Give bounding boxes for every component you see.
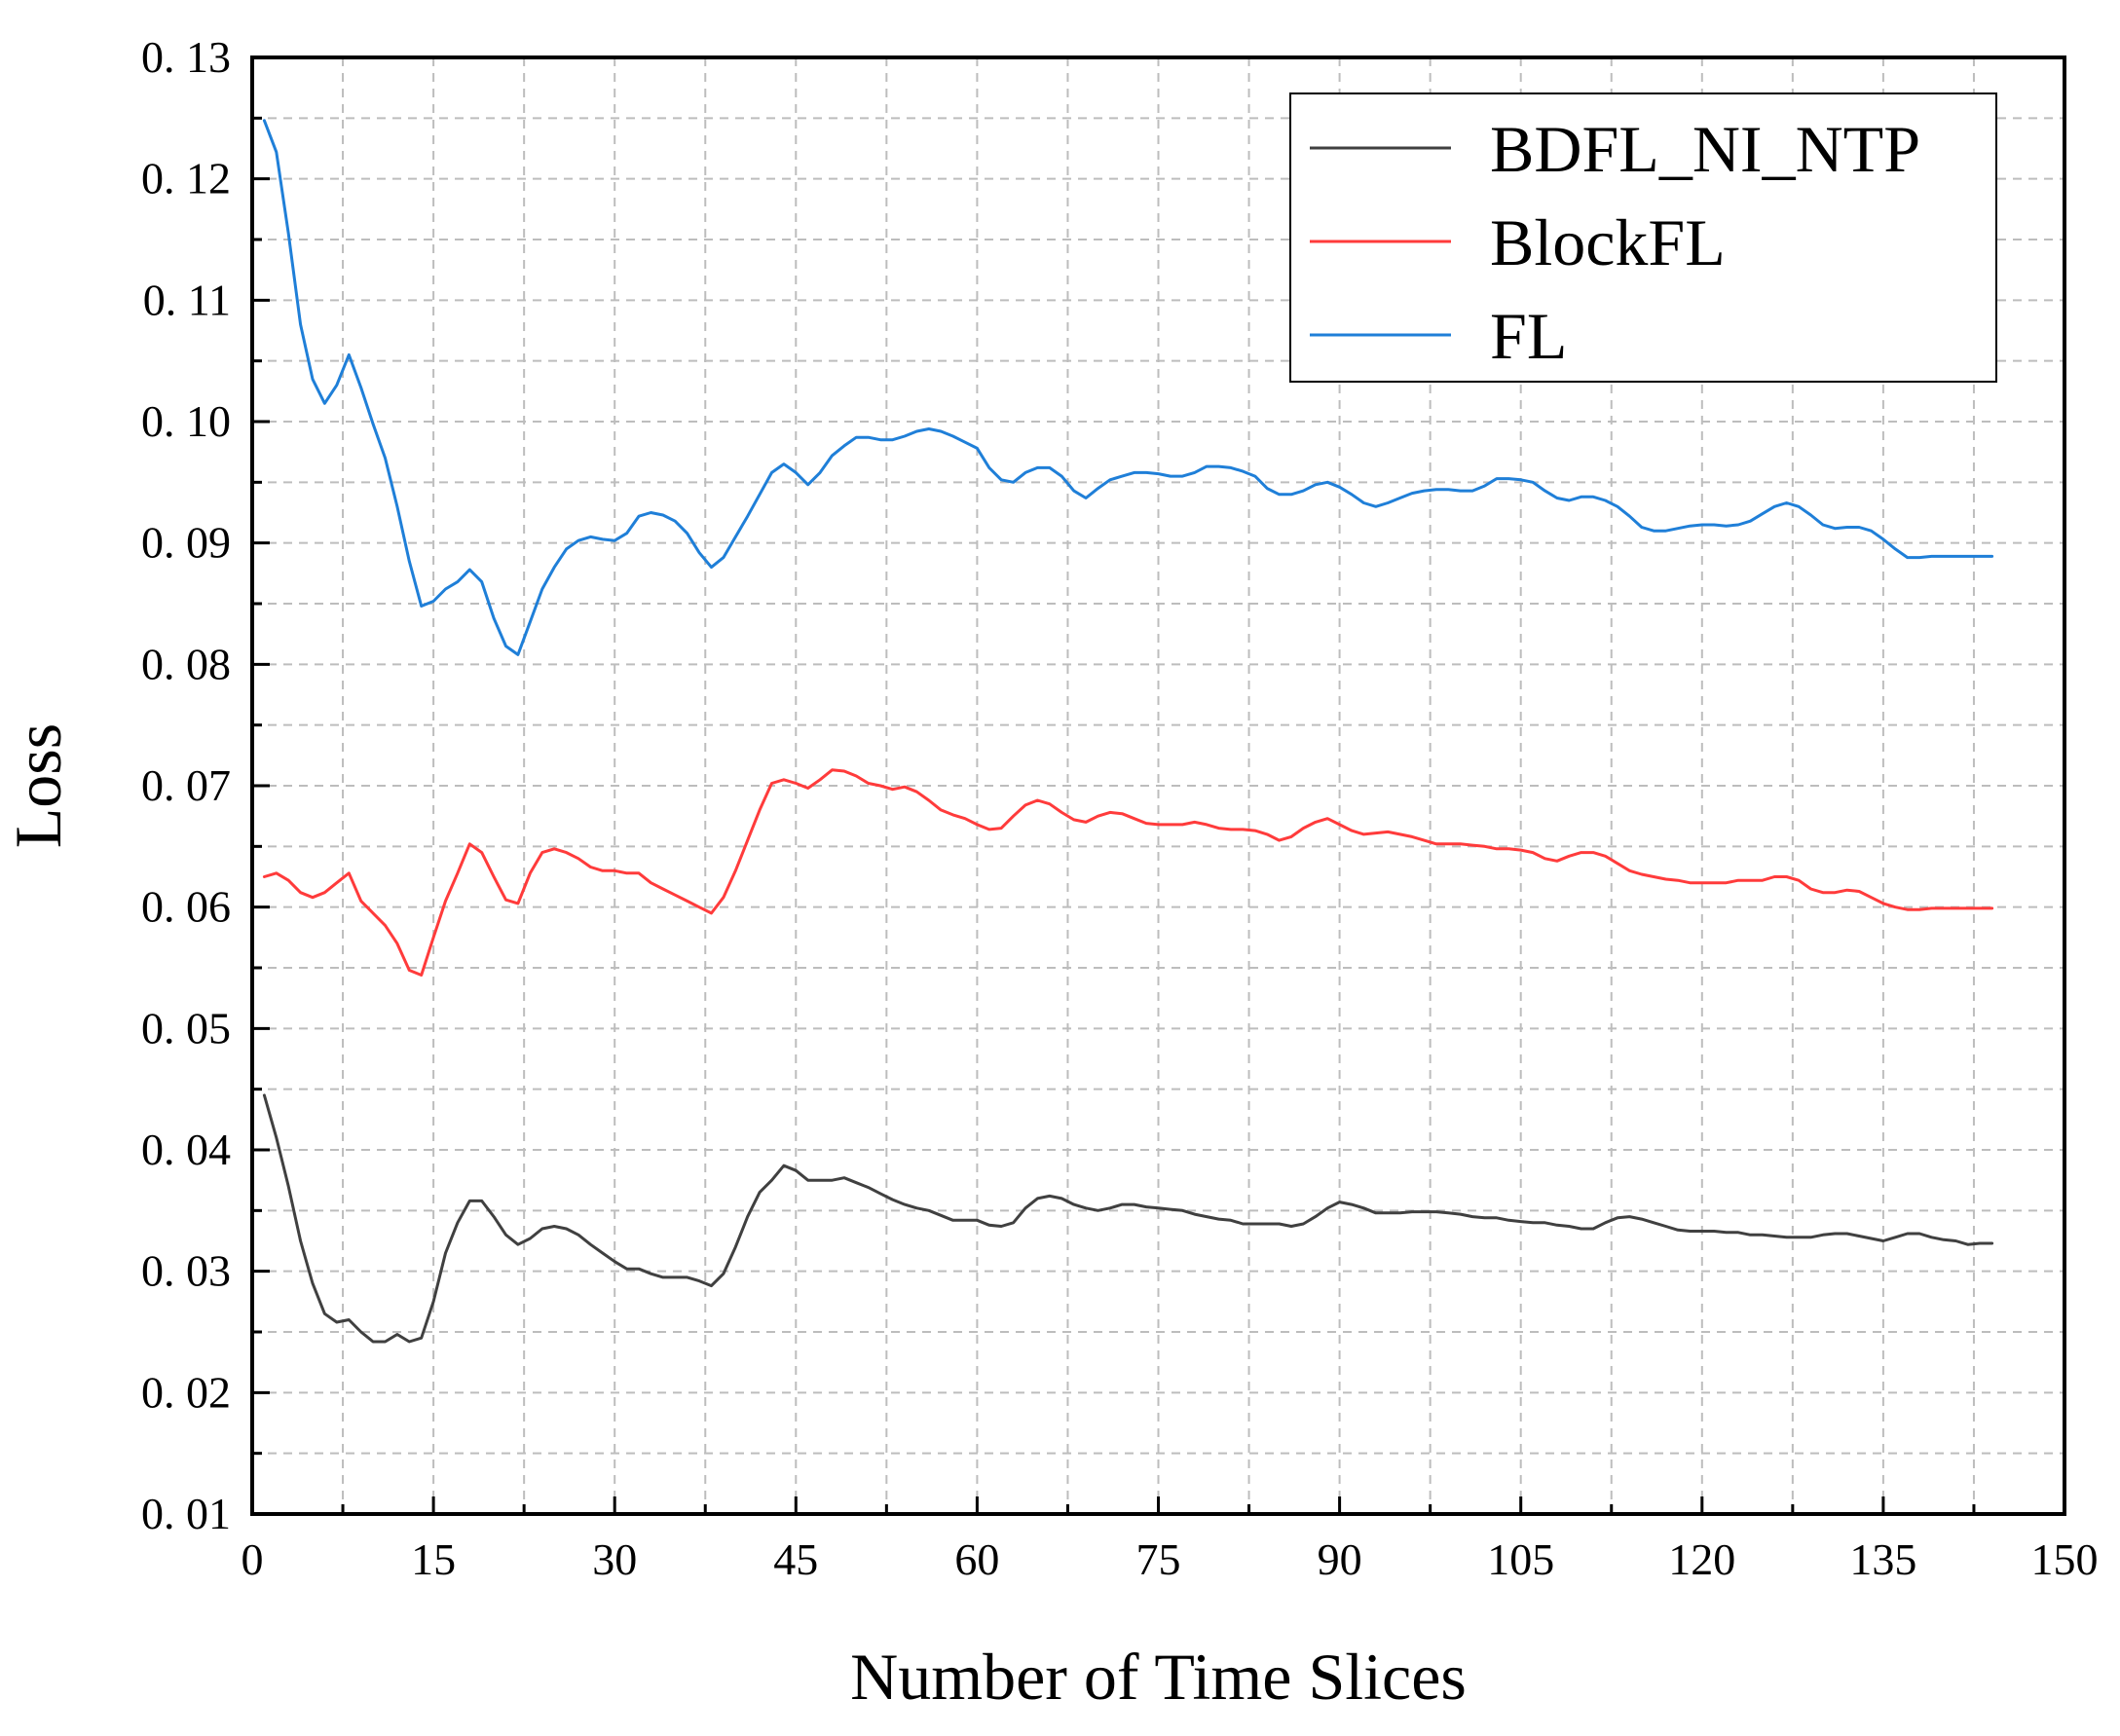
series-lines [262, 119, 1994, 1344]
series-line-fl [262, 119, 1994, 656]
y-tick-label: 0. 01 [141, 1489, 231, 1538]
y-tick-label: 0. 06 [141, 882, 231, 932]
y-tick-label: 0. 07 [141, 760, 231, 810]
y-tick-label: 0. 04 [141, 1125, 231, 1174]
x-axis-title: Number of Time Slices [850, 1640, 1467, 1714]
x-tick-label: 135 [1849, 1534, 1916, 1584]
x-tick-label: 75 [1136, 1534, 1181, 1584]
y-tick-label: 0. 08 [141, 639, 231, 688]
y-tick-label: 0. 11 [143, 275, 231, 324]
series-line-blockfl [262, 768, 1994, 977]
y-axis-title: Loss [1, 723, 75, 848]
x-tick-label: 60 [954, 1534, 999, 1584]
x-tick-label: 90 [1318, 1534, 1362, 1584]
y-tick-label: 0. 13 [141, 32, 231, 82]
y-tick-label: 0. 02 [141, 1367, 231, 1417]
grid-lines [252, 57, 2064, 1514]
y-tick-label: 0. 05 [141, 1003, 231, 1053]
y-tick-labels: 0. 01 0. 02 0. 03 0. 04 0. 05 0. 06 0. 07 0. 08… [141, 32, 231, 1538]
series-line-bdfl-ni-ntp [262, 1093, 1994, 1344]
x-tick-label: 105 [1487, 1534, 1554, 1584]
x-tick-labels: 0 15 30 45 60 75 90 105 120 135 150 [242, 1534, 2099, 1584]
axis-ticks [250, 55, 2066, 1516]
legend-label: FL [1490, 299, 1567, 373]
y-tick-label: 0. 12 [141, 154, 231, 203]
x-tick-label: 150 [2031, 1534, 2099, 1584]
legend-label: BDFL_NI_NTP [1490, 112, 1920, 186]
x-tick-label: 0 [242, 1534, 264, 1584]
y-tick-label: 0. 03 [141, 1246, 231, 1296]
x-tick-label: 120 [1668, 1534, 1735, 1584]
legend: BDFL_NI_NTP BlockFL FL [1289, 92, 1997, 383]
x-tick-label: 30 [592, 1534, 637, 1584]
legend-label: BlockFL [1490, 205, 1726, 279]
y-tick-label: 0. 10 [141, 396, 231, 446]
x-tick-label: 45 [773, 1534, 818, 1584]
x-tick-label: 15 [411, 1534, 456, 1584]
y-tick-label: 0. 09 [141, 518, 231, 568]
